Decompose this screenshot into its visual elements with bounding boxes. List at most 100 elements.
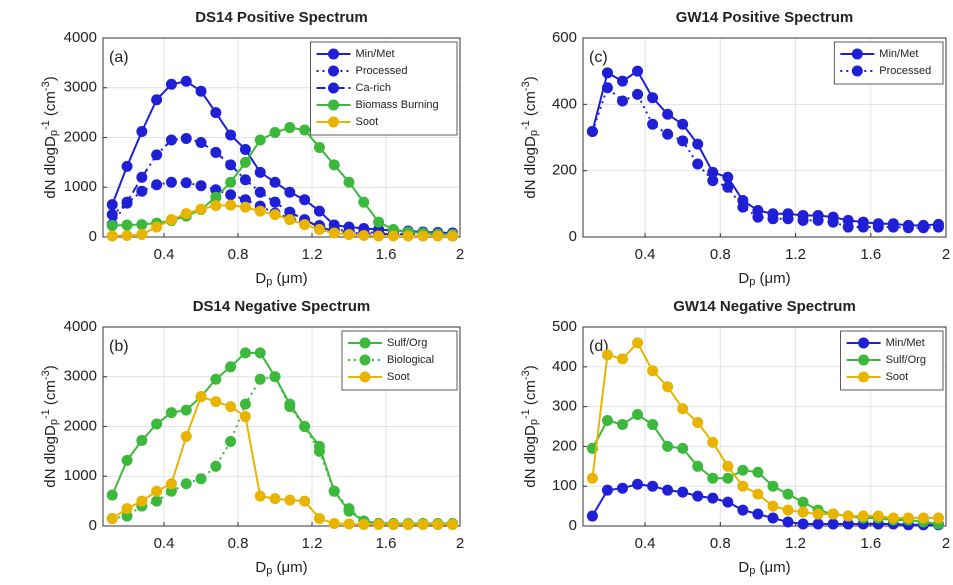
label-part: dN dlogD — [42, 425, 59, 488]
data-point — [722, 171, 734, 183]
y-tick-label: 3000 — [64, 368, 97, 385]
data-point — [647, 480, 659, 492]
y-tick-label: 0 — [89, 517, 97, 534]
label-part: (μm) — [755, 270, 790, 287]
data-point — [343, 518, 355, 530]
data-point — [269, 493, 281, 505]
data-point — [662, 108, 674, 120]
data-point — [210, 191, 222, 203]
label-part: (cm — [42, 380, 59, 409]
legend-label: Processed — [356, 65, 408, 77]
y-tick-label: 100 — [552, 477, 577, 494]
data-point — [195, 203, 207, 215]
legend-box — [833, 41, 944, 85]
data-point — [797, 506, 809, 518]
data-point — [121, 219, 133, 231]
data-point — [136, 219, 148, 231]
x-axis-label: Dp (μm) — [738, 270, 790, 288]
data-point — [254, 186, 266, 198]
data-point — [647, 365, 659, 377]
data-point — [313, 205, 325, 217]
data-point — [358, 196, 370, 208]
data-point — [797, 214, 809, 226]
legend-marker — [328, 99, 339, 111]
data-point — [195, 180, 207, 192]
chart-title: DS14 Positive Spectrum — [195, 9, 368, 26]
legend-label: Soot — [387, 371, 410, 383]
data-point — [284, 401, 296, 413]
data-point — [269, 196, 281, 208]
data-point — [616, 75, 628, 87]
data-point — [632, 88, 644, 100]
data-point — [225, 129, 237, 141]
data-point — [225, 199, 237, 211]
data-point — [692, 417, 704, 429]
data-point — [239, 411, 251, 423]
data-point — [254, 134, 266, 146]
data-point — [932, 512, 944, 524]
label-script: -1 — [520, 409, 532, 419]
data-point — [165, 214, 177, 226]
x-tick-label: 2 — [942, 246, 950, 263]
data-point — [136, 171, 148, 183]
data-point — [692, 158, 704, 170]
x-tick-label: 0.4 — [635, 246, 656, 263]
data-point — [662, 440, 674, 452]
y-axis-label: dN dlogDp-1 (cm-3) — [520, 365, 540, 487]
legend-label: Biological — [387, 354, 434, 366]
data-point — [722, 472, 734, 484]
data-point — [136, 495, 148, 507]
data-point — [737, 464, 749, 476]
x-tick-label: 1.6 — [860, 246, 881, 263]
label-part: D — [738, 270, 749, 287]
y-tick-label: 300 — [552, 398, 577, 415]
data-point — [313, 513, 325, 525]
data-point — [299, 194, 311, 206]
data-point — [106, 209, 118, 221]
data-point — [677, 403, 689, 415]
data-point — [616, 353, 628, 365]
x-axis-label: Dp (μm) — [255, 559, 307, 577]
data-point — [195, 391, 207, 403]
data-point — [328, 227, 340, 239]
data-point — [136, 126, 148, 138]
data-point — [151, 221, 163, 233]
data-point — [857, 221, 869, 233]
data-point — [842, 221, 854, 233]
data-point — [692, 138, 704, 150]
chart-title: GW14 Positive Spectrum — [676, 9, 854, 26]
legend-marker — [858, 371, 870, 383]
data-point — [313, 141, 325, 153]
label-part: (μm) — [272, 270, 307, 287]
label-part: ) — [522, 76, 539, 81]
data-point — [647, 118, 659, 130]
data-point — [586, 472, 598, 484]
data-point — [180, 177, 192, 189]
chart-title: DS14 Negative Spectrum — [193, 298, 371, 315]
data-point — [121, 196, 133, 208]
data-point — [180, 132, 192, 144]
data-point — [632, 65, 644, 77]
x-tick-label: 0.4 — [635, 535, 656, 552]
data-point — [210, 200, 222, 212]
x-tick-label: 1.2 — [785, 535, 806, 552]
data-point — [737, 480, 749, 492]
data-point — [797, 496, 809, 508]
data-point — [151, 94, 163, 106]
chart-title: GW14 Negative Spectrum — [673, 298, 856, 315]
label-script: -3 — [40, 370, 52, 380]
x-tick-label: 1.2 — [785, 246, 806, 263]
data-point — [180, 75, 192, 87]
x-tick-label: 1.6 — [860, 535, 881, 552]
label-part: D — [255, 559, 266, 576]
data-point — [632, 337, 644, 349]
data-point — [151, 418, 163, 430]
x-tick-label: 0.4 — [154, 246, 175, 263]
data-point — [647, 92, 659, 104]
x-tick-label: 0.8 — [710, 535, 731, 552]
data-point — [239, 156, 251, 168]
y-axis-label: dN dlogDp-1 (cm-3) — [40, 365, 60, 487]
legend-marker — [328, 116, 339, 128]
label-script: p — [48, 419, 60, 425]
x-tick-label: 1.2 — [302, 246, 323, 263]
